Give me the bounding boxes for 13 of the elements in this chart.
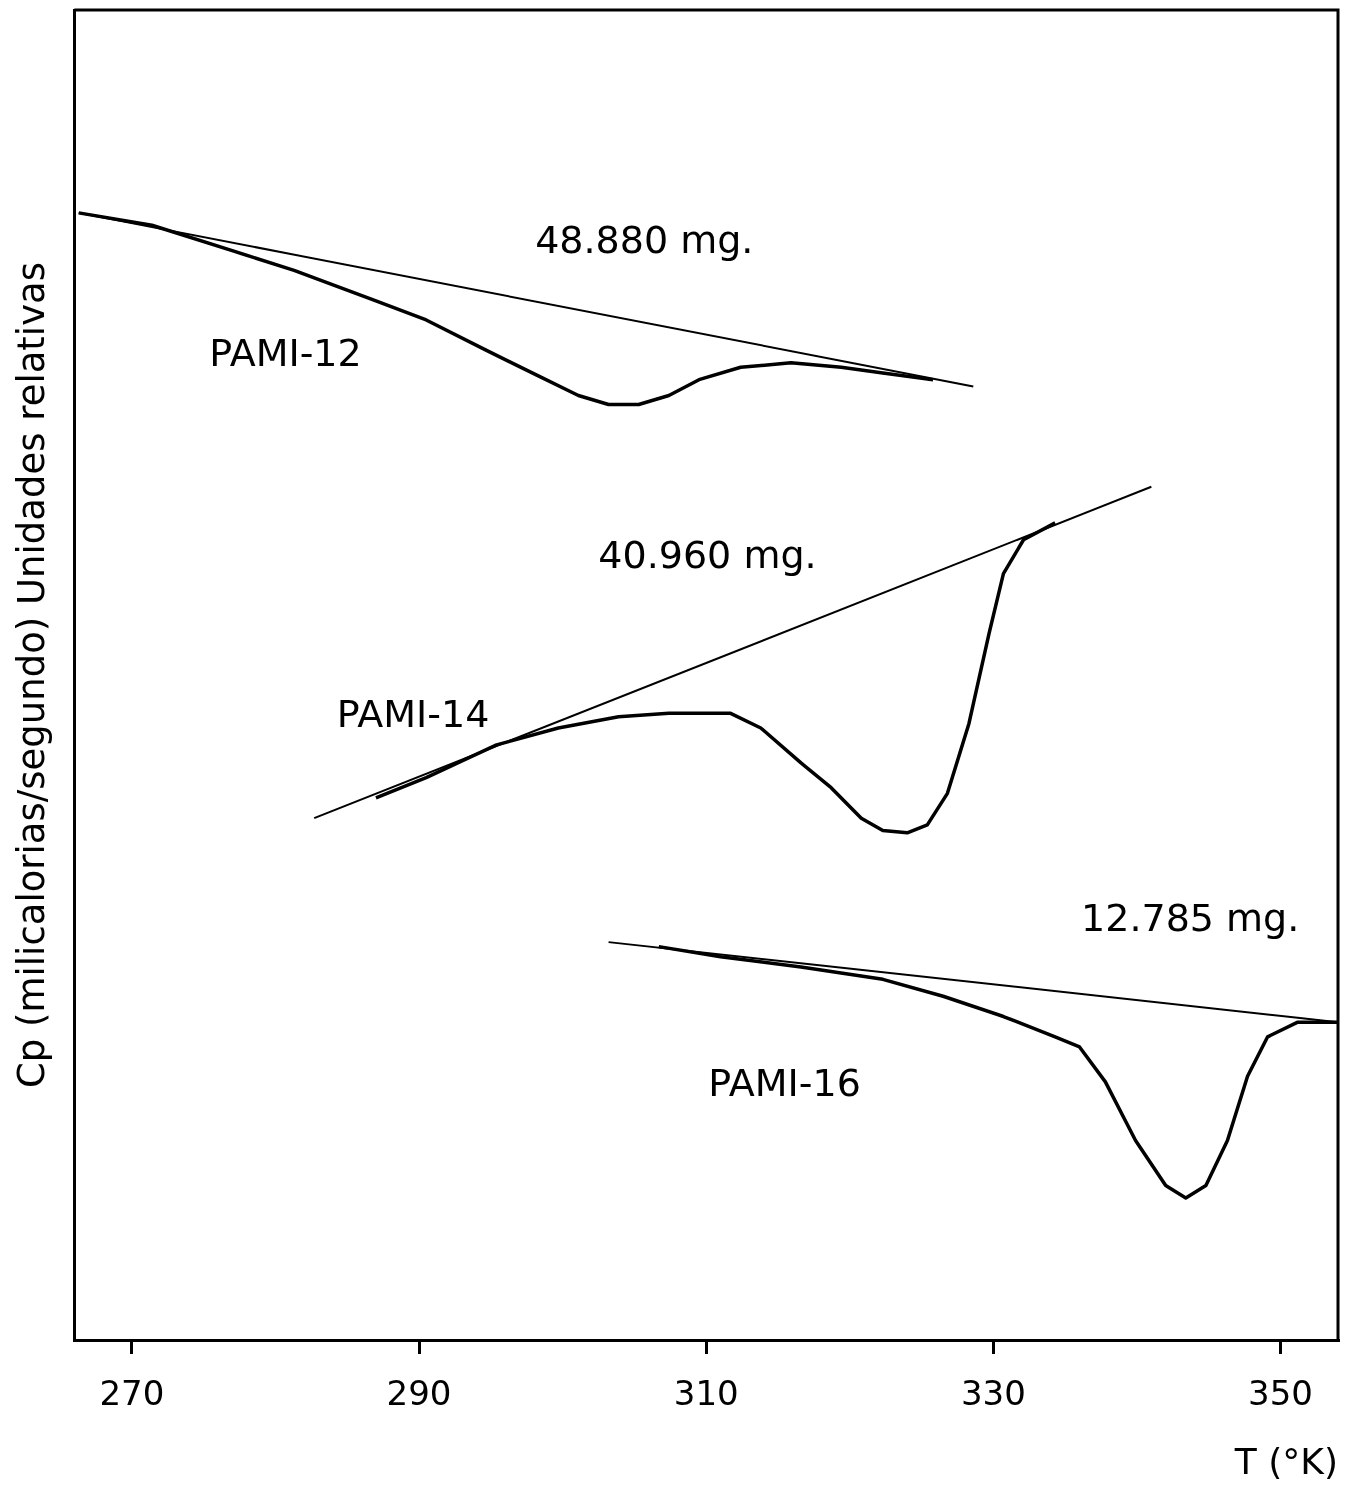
text: PAMI-16 xyxy=(708,1060,861,1105)
series-label: PAMI-12 xyxy=(209,330,362,375)
x-tick-label: 310 xyxy=(673,1373,739,1414)
y-axis-title: Cp (milicalorias/segundo) Unidades relativas xyxy=(9,262,53,1088)
x-tick-label: 330 xyxy=(960,1373,1026,1414)
annotation: 12.785 mg. xyxy=(1081,895,1300,940)
x-tick-label: 350 xyxy=(1248,1373,1314,1414)
annotation: 40.960 mg. xyxy=(598,532,817,577)
series-label: PAMI-14 xyxy=(336,692,490,737)
x-axis-title: T (°K) xyxy=(1233,1440,1338,1482)
x-tick-label: 290 xyxy=(386,1373,452,1414)
x-tick-label: 270 xyxy=(99,1373,165,1414)
annotation: 48.880 mg. xyxy=(535,217,754,262)
